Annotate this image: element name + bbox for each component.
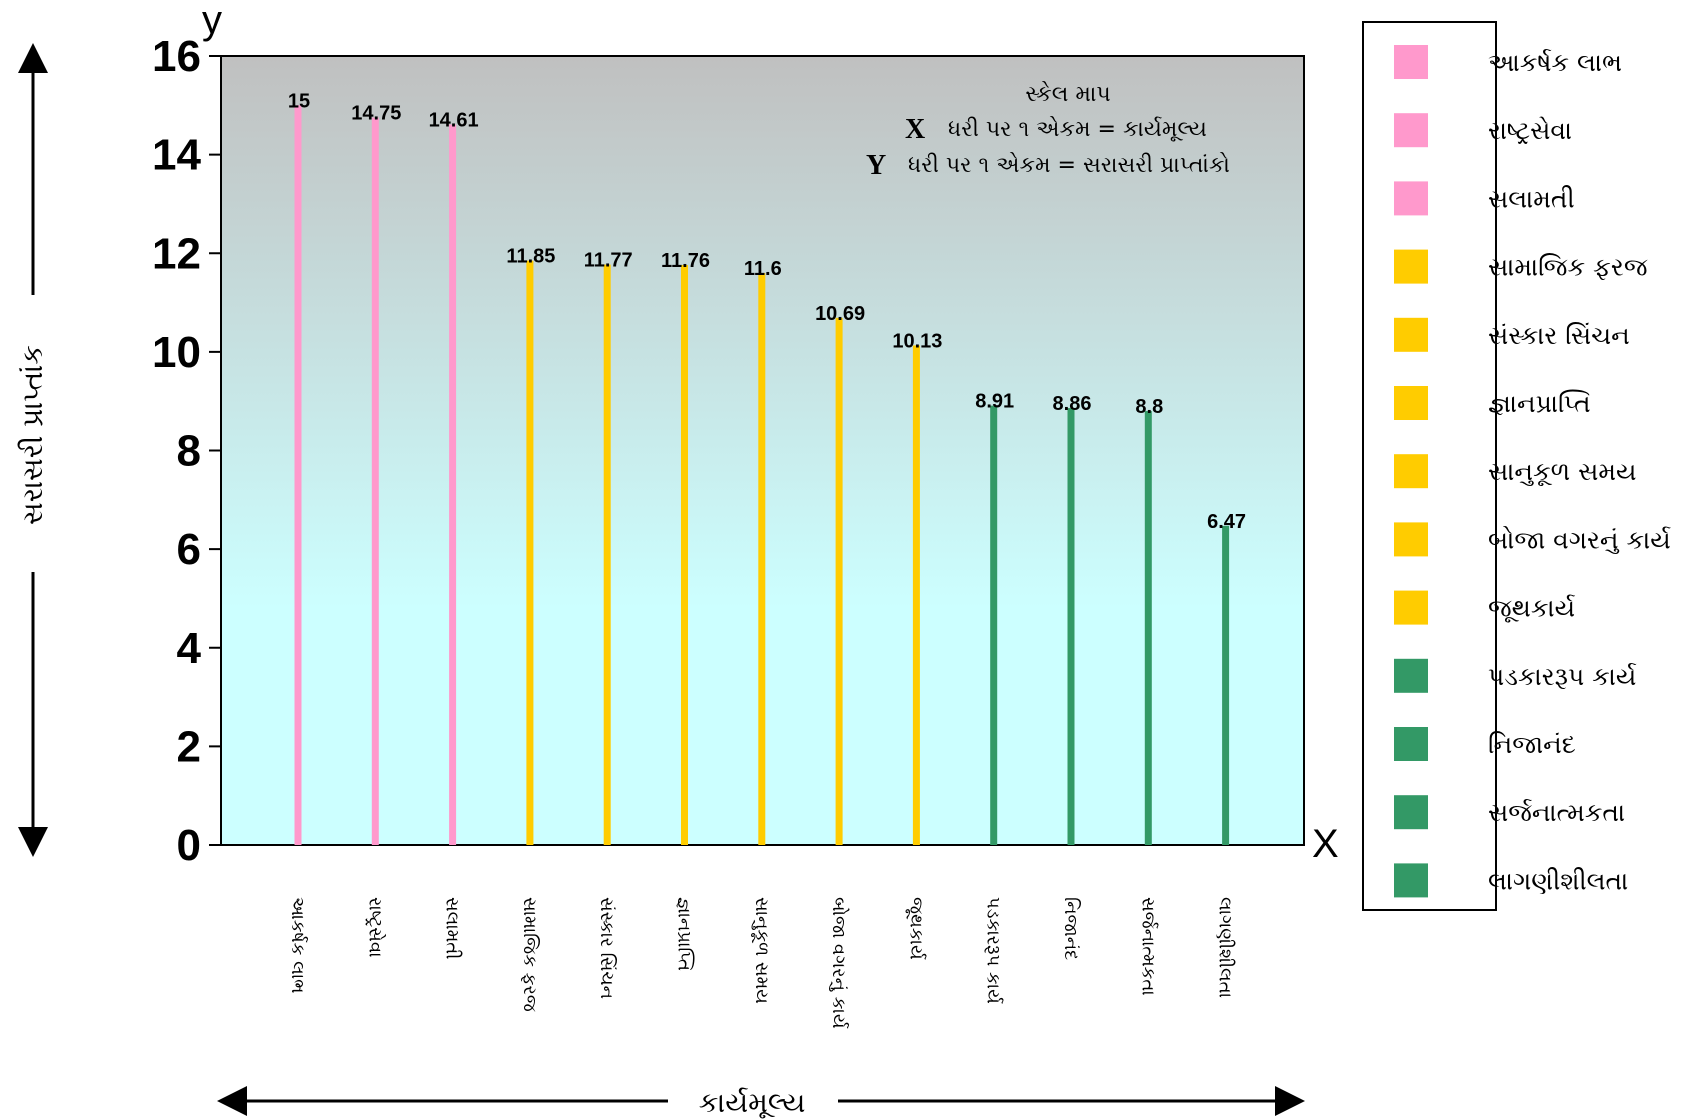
legend-swatch xyxy=(1394,386,1428,420)
legend-label: સાનુકૂળ સમય xyxy=(1488,457,1636,486)
bar xyxy=(603,264,611,845)
legend-label: સામાજિક ફરજ xyxy=(1488,253,1648,282)
data-labels: 15 14.75 14.61 11.85 11.77 11.76 11.6 10.69 10.1… xyxy=(288,90,1246,533)
bar xyxy=(294,105,302,845)
legend-swatch xyxy=(1394,863,1428,898)
legend-swatch xyxy=(1394,45,1428,79)
legend-label: નિજાનંદ xyxy=(1488,730,1576,759)
bars xyxy=(294,105,1230,846)
y-tick-label: 2 xyxy=(177,722,201,771)
x-category-label: જૂથકાર્ય xyxy=(905,897,926,960)
bar xyxy=(681,265,688,846)
data-label: 11.6 xyxy=(744,258,782,280)
legend-label: સંસ્કાર સિંચન xyxy=(1488,321,1630,350)
y-axis-title: સરાસરી પ્રાપ્તાંક xyxy=(16,345,49,525)
x-category-label: સાનુકૂળ સમય xyxy=(751,897,772,1004)
data-label: 8.86 xyxy=(1053,393,1092,415)
legend-label: જૂથકાર્ય xyxy=(1488,594,1575,623)
legend-swatch xyxy=(1394,113,1428,148)
y-tick-label: 12 xyxy=(152,229,201,278)
x-category-label: નિજાનંદ xyxy=(1060,897,1081,960)
data-label: 6.47 xyxy=(1207,511,1246,533)
legend-label: આકર્ષક લાભ xyxy=(1488,48,1622,77)
legend-label: પડકારરૂપ કાર્ય xyxy=(1488,662,1636,691)
bar xyxy=(449,124,457,845)
legend-label: બોજા વગરનું કાર્ય xyxy=(1488,525,1671,554)
x-category-label: સામાજિક ફરજ xyxy=(519,897,540,1013)
bar xyxy=(1222,525,1230,845)
legend-swatch xyxy=(1394,317,1428,352)
x-category-label: જ્ઞાનપ્રાપ્તિ xyxy=(674,897,695,971)
y-tick-label: 0 xyxy=(177,821,201,870)
legend-label: રાષ્ટ્રસેવા xyxy=(1488,116,1572,145)
y-tick-label: 10 xyxy=(152,328,201,377)
data-label: 11.85 xyxy=(506,246,555,268)
scale-note-x-letter: X xyxy=(905,114,925,145)
legend-label: સર્જનાત્મકતા xyxy=(1488,798,1625,827)
x-axis-letter: X xyxy=(1312,822,1339,866)
scale-note-x-text: ધરી પર ૧ એકમ = કાર્યમૂલ્ય xyxy=(948,116,1207,142)
x-category-label: સલામતી xyxy=(442,897,463,959)
data-label: 8.91 xyxy=(975,391,1014,413)
legend-swatch xyxy=(1394,658,1428,693)
scale-note-y-text: ધરી પર ૧ એકમ = સરાસરી પ્રાપ્તાંકો xyxy=(908,152,1230,178)
data-label: 10.69 xyxy=(815,303,865,325)
bar xyxy=(1067,408,1075,845)
y-axis-ticks: 0 2 4 6 8 10 12 14 16 xyxy=(152,32,221,870)
legend: આકર્ષક લાભ રાષ્ટ્રસેવા સલામતી સામાજિક ફરજ સં… xyxy=(1394,45,1671,898)
scale-note-y-letter: Y xyxy=(866,150,886,181)
x-category-label: સંસ્કાર સિંચન xyxy=(596,897,617,999)
x-category-label: સર્જનાત્મકતા xyxy=(1137,897,1158,996)
data-label: 10.13 xyxy=(892,330,942,352)
legend-label: સલામતી xyxy=(1488,184,1575,213)
y-tick-label: 14 xyxy=(152,131,201,180)
x-category-label: પડકારરૂપ કાર્ય xyxy=(983,897,1004,1004)
data-label: 11.77 xyxy=(584,250,633,272)
data-label: 14.61 xyxy=(429,110,479,132)
bar xyxy=(835,317,843,845)
data-label: 14.75 xyxy=(351,103,401,125)
y-tick-label: 16 xyxy=(152,32,201,81)
legend-box xyxy=(1362,21,1497,911)
x-category-label: રાષ્ટ્રસેવા xyxy=(364,897,385,958)
category-labels: આકર્ષક લાભ રાષ્ટ્રસેવા સલામતી સામાજિક ફરજ સં… xyxy=(287,897,1236,1029)
scale-note: સ્કેલ માપ X ધરી પર ૧ એકમ = કાર્યમૂલ્ય Y … xyxy=(866,81,1230,181)
x-category-label: બોજા વગરનું કાર્ય xyxy=(828,897,849,1029)
data-label: 15 xyxy=(288,90,310,112)
legend-swatch xyxy=(1394,727,1428,761)
bar xyxy=(526,260,534,846)
bar xyxy=(990,405,998,845)
legend-swatch xyxy=(1394,454,1428,489)
bar xyxy=(371,117,379,845)
x-category-label: લાગણીશીલતા xyxy=(1215,897,1236,998)
y-tick-label: 4 xyxy=(177,624,202,673)
y-tick-label: 8 xyxy=(177,427,201,476)
legend-swatch xyxy=(1394,795,1428,830)
data-label: 11.76 xyxy=(661,250,710,272)
legend-label: લાગણીશીલતા xyxy=(1488,866,1628,895)
y-axis-letter: y xyxy=(202,0,222,42)
legend-label: જ્ઞાનપ્રાપ્તિ xyxy=(1488,389,1591,418)
bar xyxy=(1144,411,1152,845)
x-axis-title: કાર્યમૂલ્ય xyxy=(699,1086,806,1119)
x-category-label: આકર્ષક લાભ xyxy=(287,897,308,994)
legend-swatch xyxy=(1394,522,1428,557)
bar xyxy=(758,272,766,846)
legend-swatch xyxy=(1394,249,1428,284)
legend-swatch xyxy=(1394,590,1428,625)
legend-swatch xyxy=(1394,181,1428,216)
data-label: 8.8 xyxy=(1135,396,1163,418)
y-tick-label: 6 xyxy=(177,525,201,574)
scale-note-title: સ્કેલ માપ xyxy=(1025,81,1110,107)
bar xyxy=(912,345,920,845)
